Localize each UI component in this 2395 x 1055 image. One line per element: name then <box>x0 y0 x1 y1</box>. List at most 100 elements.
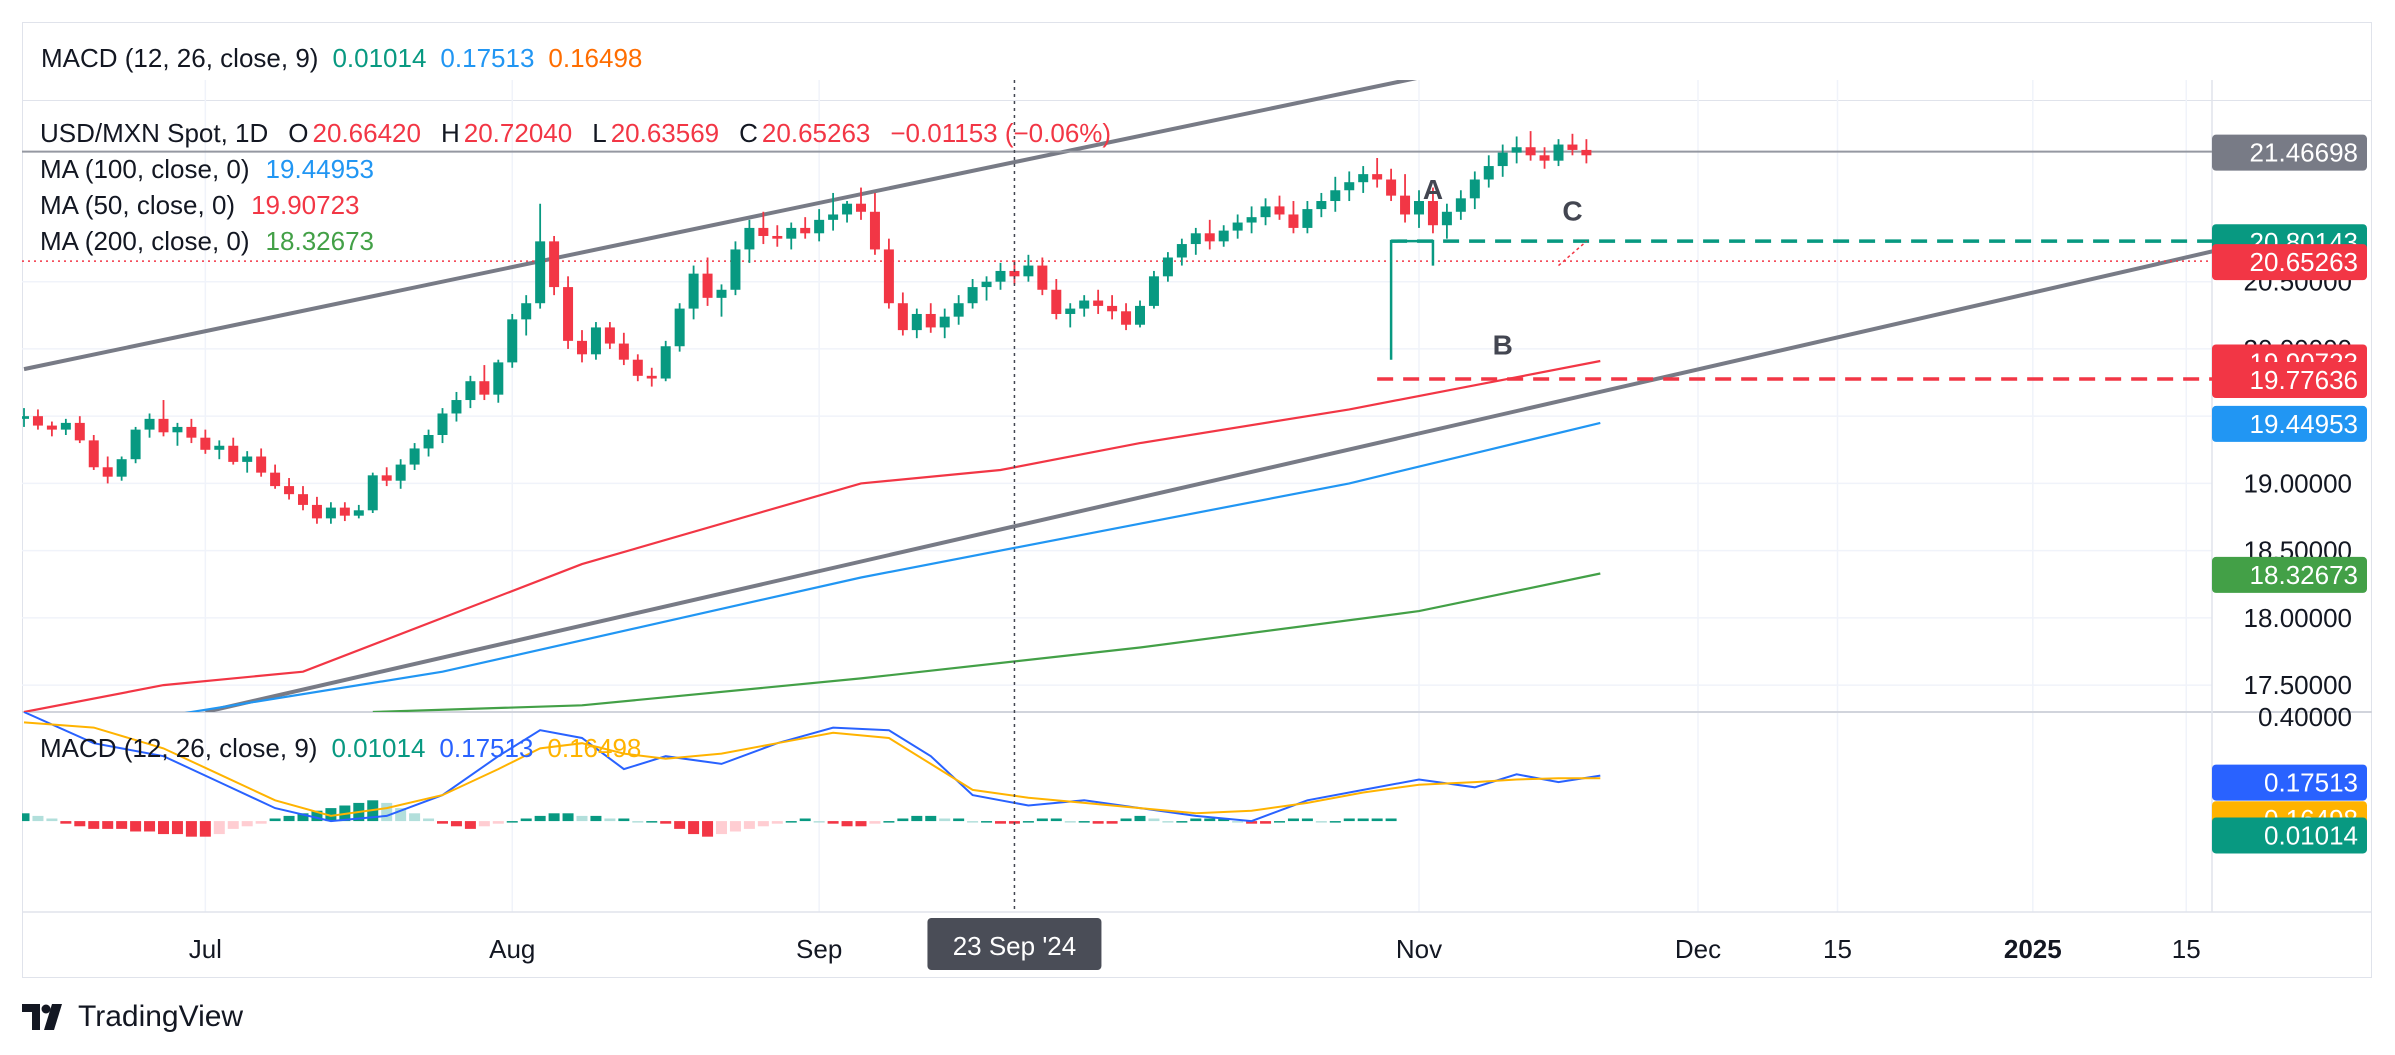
candle-body <box>674 308 685 347</box>
macd-line <box>23 712 1601 823</box>
candle-body <box>1204 233 1215 242</box>
ma50-value: 19.90723 <box>251 190 360 220</box>
price-legend: USD/MXN Spot, 1D O 20.66420 H 20.72040 L 20… <box>40 115 1111 259</box>
ma100-legend[interactable]: MA (100, close, 0) 19.44953 <box>40 151 1111 187</box>
price-tick-label: 17.50000 <box>2244 670 2352 700</box>
macd-histogram-bar <box>88 821 100 829</box>
candle-body <box>897 303 908 331</box>
high-value: 20.72040 <box>463 118 573 148</box>
price-axis[interactable]: 17.5000018.0000018.5000019.0000019.50000… <box>2244 267 2352 732</box>
candle-body <box>242 456 253 462</box>
candle-body <box>451 400 462 414</box>
macd-histogram-bar <box>144 821 156 832</box>
top-macd-legend[interactable]: MACD (12, 26, close, 9) 0.01014 0.17513 … <box>41 43 642 74</box>
candle-body <box>1525 147 1536 156</box>
macd-histogram-bar <box>1204 818 1216 822</box>
macd-histogram-bar <box>1301 818 1313 822</box>
macd-histogram-bar <box>437 821 448 824</box>
macd-histogram-bar <box>1287 818 1299 822</box>
macd-histogram-bar <box>297 813 309 822</box>
symbol-label[interactable]: USD/MXN Spot, 1D <box>40 118 269 148</box>
macd-histogram-bar <box>60 821 72 824</box>
crosshair-date-bg <box>927 918 1102 970</box>
candle-body <box>325 507 336 519</box>
time-tick-label: Sep <box>796 934 842 964</box>
time-axis[interactable]: Jul Aug Sep Nov Dec 15 2025 15 <box>189 934 2201 964</box>
candle-body <box>1441 211 1452 226</box>
macd-histogram-bar <box>1190 818 1202 822</box>
macd-histogram-bar <box>1371 818 1383 822</box>
moving-averages <box>23 359 1601 712</box>
candle-body <box>1288 214 1299 228</box>
macd-histogram-bar <box>492 821 504 824</box>
candle-body <box>1065 308 1076 314</box>
macd-histogram-bar <box>632 821 644 823</box>
candle-body <box>688 273 699 309</box>
time-tick-label: Aug <box>489 934 535 964</box>
close-value: 20.65263 <box>761 118 871 148</box>
macd-histogram-bar <box>995 821 1006 824</box>
change-value: −0.01153 (−0.06%) <box>890 118 1112 148</box>
macd-histogram-bar <box>646 821 658 823</box>
macd-histogram-bar <box>883 821 895 823</box>
chart-frame: MACD (12, 26, close, 9) 0.01014 0.17513 … <box>22 22 2372 978</box>
macd-histogram-bar <box>158 821 169 835</box>
macd-histogram-bar <box>1260 821 1272 824</box>
indicator-header: MACD (12, 26, close, 9) 0.01014 0.17513 … <box>23 23 2371 101</box>
candle-body <box>1148 276 1159 306</box>
crosshair: 23 Sep '24 <box>927 80 1102 970</box>
macd-histogram-bar <box>981 821 993 823</box>
time-tick-label: 2025 <box>2004 934 2062 964</box>
ma50-legend[interactable]: MA (50, close, 0) 19.90723 <box>40 187 1111 223</box>
candle-body <box>493 362 504 395</box>
macd-pane-legend[interactable]: MACD (12, 26, close, 9) 0.01014 0.17513 … <box>40 733 641 764</box>
moving-average-line <box>23 359 1601 712</box>
macd-histogram-bar <box>827 821 839 824</box>
macd-histogram-bar <box>116 821 128 829</box>
tradingview-logo[interactable]: TradingView <box>22 1000 243 1034</box>
candle-body <box>577 340 587 355</box>
macd-title: MACD (12, 26, close, 9) <box>41 43 319 73</box>
macd-histogram-bar <box>478 821 490 827</box>
time-tick-label: 15 <box>1823 934 1852 964</box>
candle-body <box>772 235 783 239</box>
candle-body <box>1079 300 1090 309</box>
candle-body <box>256 456 267 473</box>
candle-body <box>186 426 197 438</box>
ohlc-row: USD/MXN Spot, 1D O 20.66420 H 20.72040 L 20… <box>40 115 1111 151</box>
candle-body <box>828 214 839 220</box>
candle-body <box>284 486 295 495</box>
signal-line <box>23 721 1601 817</box>
macd-histogram-bar <box>311 810 323 822</box>
candle-body <box>744 227 755 250</box>
price-tag: 20.65263 <box>2250 247 2358 277</box>
price-tag: 21.46698 <box>2250 138 2358 168</box>
macd-histogram-bar <box>1162 821 1174 823</box>
price-tick-label: 19.00000 <box>2244 468 2352 498</box>
candle-body <box>911 313 922 331</box>
ma200-legend[interactable]: MA (200, close, 0) 18.32673 <box>40 223 1111 259</box>
macd-histogram-bar <box>618 818 630 822</box>
macd-histogram-bar <box>1050 818 1062 822</box>
macd-histogram-bar <box>1092 821 1104 824</box>
candle-body <box>102 467 113 477</box>
candle-body <box>800 227 811 234</box>
macd-histogram-bar <box>171 821 183 835</box>
candle-body <box>395 464 406 481</box>
macd-histogram-bar <box>1134 815 1146 822</box>
low-value: 20.63569 <box>610 118 720 148</box>
open-label: O <box>288 118 309 148</box>
macd-histogram-bar <box>660 821 672 824</box>
macd-histogram-bar <box>395 808 407 822</box>
macd-histogram-bar <box>1246 821 1258 824</box>
macd-histogram-bar <box>130 821 142 832</box>
moving-average-line <box>184 421 1601 712</box>
time-tick-label: Jul <box>189 934 222 964</box>
candle-body <box>521 303 532 320</box>
channel-line <box>204 249 2212 712</box>
candle-body <box>549 241 560 288</box>
candle-body <box>1469 179 1480 199</box>
macd-histogram-bar <box>1329 821 1341 823</box>
macd-tag: 0.17513 <box>2264 768 2358 798</box>
